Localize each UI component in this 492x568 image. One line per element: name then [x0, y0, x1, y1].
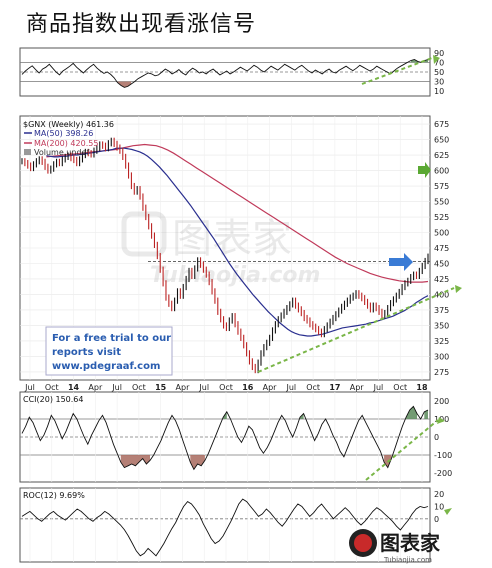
- legend-volume-swatch: [24, 149, 31, 155]
- x-tick-label: 14: [68, 383, 80, 392]
- 1-y-tick: 575: [434, 182, 449, 191]
- legend-volume: Volume undef: [34, 148, 89, 157]
- x-tick-label: Jul: [198, 383, 209, 392]
- x-tick-label: Jul: [286, 383, 297, 392]
- cci-label: CCI(20) 150.64: [23, 395, 84, 404]
- promo-link[interactable]: www.pdegraaf.com: [52, 361, 160, 372]
- x-tick-label: Jul: [24, 383, 35, 392]
- watermark: 图表家 Tubiaojia.com: [121, 211, 320, 288]
- green-arrow-icon: [418, 162, 431, 178]
- x-tick-label: Oct: [132, 383, 146, 392]
- annotations: [257, 55, 462, 515]
- legend-ma200: MA(200) 420.55: [34, 139, 98, 148]
- 1-y-tick: 375: [434, 306, 449, 315]
- cci-line: [21, 405, 429, 471]
- x-tick-label: Apr: [350, 383, 365, 392]
- line-layer: [21, 59, 429, 557]
- x-tick-label: Jul: [111, 383, 122, 392]
- cci-trend-arrow-icon: [437, 417, 445, 424]
- 0-y-tick: 90: [434, 49, 444, 58]
- rsi-overbought-fill: [424, 59, 428, 63]
- 2-y-tick: 0: [434, 433, 439, 442]
- blue-arrow-icon: [389, 253, 413, 271]
- 1-y-tick: 675: [434, 120, 449, 129]
- 1-y-tick: 550: [434, 198, 449, 207]
- legend-price: $GNX (Weekly) 461.36: [23, 120, 114, 129]
- logo-site: Tubiaojia.com: [383, 556, 432, 564]
- 0-y-tick: 10: [434, 87, 444, 96]
- x-tick-label: 17: [329, 383, 340, 392]
- promo-box-frame: [45, 326, 173, 376]
- cci-negative-fill: [190, 455, 205, 470]
- 1-y-tick: 625: [434, 151, 449, 160]
- 1-y-tick: 350: [434, 321, 449, 330]
- watermark-brand: 图表家: [172, 216, 292, 262]
- x-tick-label: Apr: [263, 383, 278, 392]
- 1-y-tick: 500: [434, 229, 449, 238]
- 0-y-tick: 30: [434, 78, 444, 87]
- 1-y-tick: 400: [434, 290, 449, 299]
- roc-trend-arrow-icon: [444, 508, 452, 515]
- 2-y-tick: 200: [434, 397, 449, 406]
- cci-positive-fill: [406, 406, 417, 419]
- logo-mark-inner-icon: [354, 534, 372, 552]
- x-tick-label: Oct: [306, 383, 320, 392]
- page-title: 商品指数出现看涨信号: [26, 12, 257, 37]
- x-tick-label: Apr: [176, 383, 191, 392]
- roc-panel-frame: [19, 487, 431, 563]
- 2-y-tick: -200: [434, 469, 452, 478]
- cci-positive-fill: [424, 410, 428, 419]
- rsi-trend-arrow-icon: [433, 55, 440, 64]
- footer-logo: 图表家 Tubiaojia.com: [349, 529, 441, 564]
- roc-line: [21, 498, 429, 557]
- x-tick-label: Jul: [373, 383, 384, 392]
- 1-y-tick: 300: [434, 352, 449, 361]
- x-tick-label: 15: [155, 383, 167, 392]
- 1-y-tick: 600: [434, 167, 449, 176]
- price-trendline: [257, 287, 455, 373]
- x-tick-label: Oct: [45, 383, 59, 392]
- 3-y-tick: 0: [434, 515, 439, 524]
- 3-y-tick: 20: [434, 490, 444, 499]
- promo-line-2: reports visit: [52, 347, 121, 358]
- 0-y-tick: 70: [434, 58, 444, 67]
- ma50-line: [46, 147, 429, 337]
- watermark-site: Tubiaojia.com: [150, 263, 320, 288]
- 1-y-tick: 525: [434, 213, 449, 222]
- 2-y-tick: -100: [434, 451, 452, 460]
- 1-y-tick: 650: [434, 136, 449, 145]
- 0-y-tick: 50: [434, 68, 444, 77]
- 1-y-tick: 275: [434, 368, 449, 377]
- 1-y-tick: 325: [434, 337, 449, 346]
- x-tick-label: Oct: [219, 383, 233, 392]
- rsi-trendline: [361, 57, 433, 85]
- rsi-line: [21, 59, 429, 88]
- price-trend-arrow-icon: [455, 285, 462, 293]
- roc-label: ROC(12) 9.69%: [23, 491, 85, 500]
- promo-line-1: For a free trial to our: [52, 333, 171, 344]
- 1-y-tick: 450: [434, 259, 449, 268]
- watermark-logo-icon: [121, 211, 167, 257]
- 1-y-tick: 475: [434, 244, 449, 253]
- 3-y-tick: 10: [434, 503, 444, 512]
- 1-y-tick: 425: [434, 275, 449, 284]
- promo-box: For a free trial to our reports visit ww…: [45, 326, 173, 376]
- logo-brand: 图表家: [380, 531, 441, 555]
- x-tick-label: 16: [242, 383, 254, 392]
- x-tick-label: 18: [416, 383, 428, 392]
- x-tick-label: Oct: [393, 383, 407, 392]
- label-layer: 9070503010675650625600575550525500475450…: [24, 49, 452, 524]
- price-legend: $GNX (Weekly) 461.36 MA(50) 398.26 MA(20…: [23, 120, 114, 157]
- legend-ma50: MA(50) 398.26: [34, 129, 93, 138]
- cci-trendline: [365, 419, 439, 481]
- x-tick-label: Apr: [88, 383, 103, 392]
